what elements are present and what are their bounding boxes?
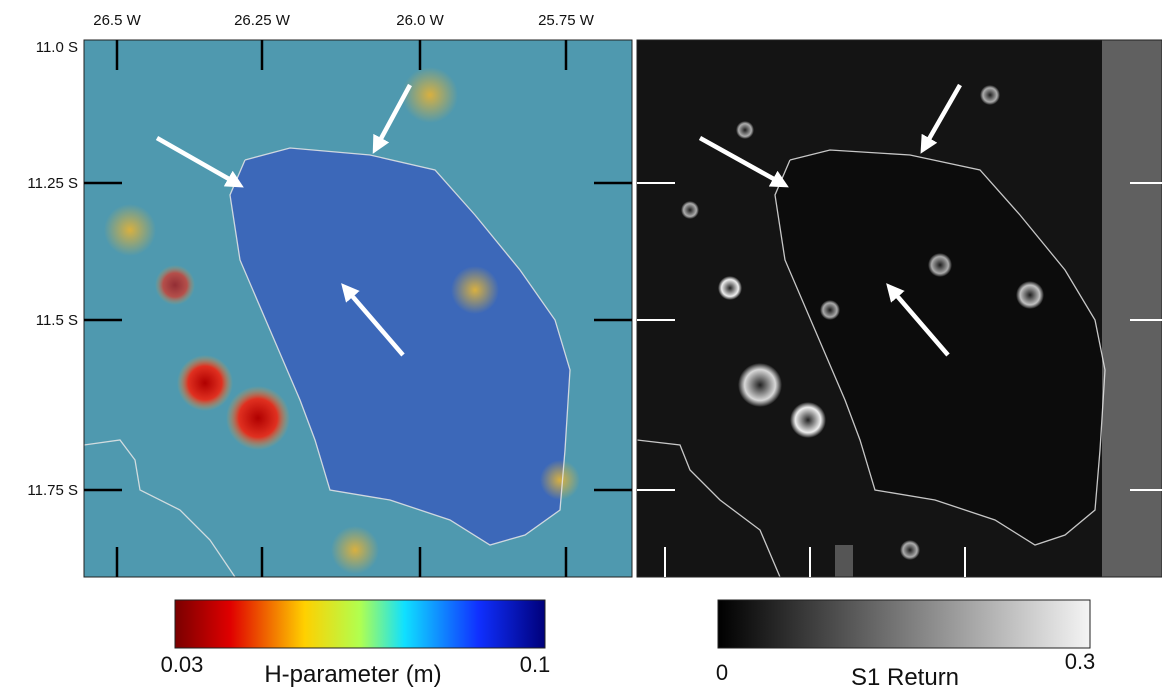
colorbar-max: 0.1: [520, 652, 551, 677]
colorbar-min: 0.03: [161, 652, 204, 677]
y-label: 11.5 S: [36, 312, 78, 329]
s1-return-map: [637, 40, 1162, 577]
x-label: 26.25 W: [234, 12, 291, 29]
figure: 26.5 W 26.25 W 26.0 W 25.75 W 11.0 S 11.…: [0, 0, 1162, 689]
h-parameter-map: [84, 40, 632, 577]
colorbar-max: 0.3: [1065, 649, 1096, 674]
colorbar-title: S1 Return: [851, 664, 959, 689]
y-label: 11.0 S: [36, 39, 78, 56]
colorbar-title: H-parameter (m): [264, 661, 441, 688]
x-label: 25.75 W: [538, 12, 595, 29]
x-label: 26.0 W: [396, 12, 444, 29]
y-label: 11.75 S: [27, 482, 78, 499]
colorbar: [718, 600, 1090, 648]
y-label: 11.25 S: [27, 175, 78, 192]
x-label: 26.5 W: [93, 12, 141, 29]
colorbar-min: 0: [716, 660, 728, 685]
colorbar: [175, 600, 545, 648]
